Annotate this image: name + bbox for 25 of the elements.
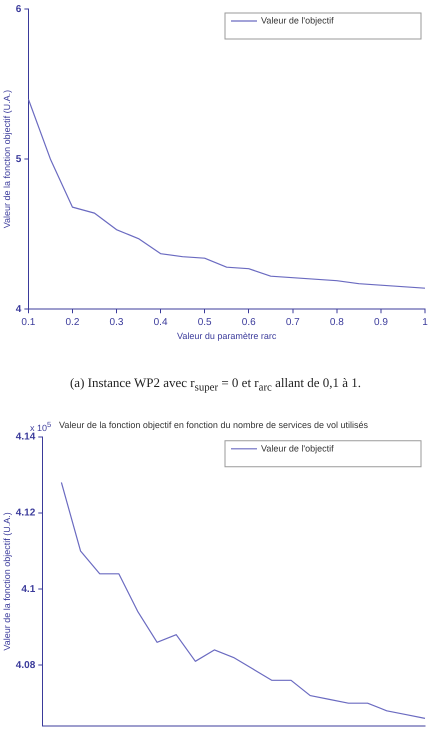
chart-title: Valeur de la fonction objectif en fonction du nombre de services de vol utilisés (58, 420, 368, 430)
x-tick-label: 0.5 (198, 316, 212, 328)
y-tick-label: 4.08 (16, 660, 36, 671)
text: (a) Instance WP2 avec r$_{super}$ = 0 et r$_{arc}$ allant de 0,1 à 1. (68, 375, 362, 394)
y-tick-label: 4 (16, 304, 22, 315)
x-tick-label: 0.4 (154, 316, 168, 328)
x-tick-label: 1 (422, 316, 428, 328)
x-tick-label: 0.7 (286, 316, 300, 328)
y-tick-label: 5 (16, 154, 22, 165)
y-axis-title: Valeur de la fonction objectif (U.A.) (2, 512, 12, 651)
legend-label: Valeur de l'objectif (261, 443, 334, 454)
x-tick-label: 0.6 (242, 316, 256, 328)
y-tick-label: 4.14 (16, 432, 36, 443)
x-tick-label: 0.8 (330, 316, 344, 328)
y-tick-label: 4.1 (21, 584, 36, 595)
y-tick-label: 4.12 (16, 508, 36, 519)
y-tick-label: 6 (16, 4, 22, 15)
x-tick-label: 0.9 (374, 316, 388, 328)
x-tick-label: 0.3 (110, 316, 124, 328)
x-tick-label: 0.2 (65, 316, 80, 328)
text: x 10$^{5}$ (30, 420, 52, 433)
x-axis-title: Valeur du paramètre rarc (176, 331, 277, 342)
y-axis-title: Valeur de la fonction objectif (U.A.) (2, 90, 12, 228)
x-tick-label: 0.1 (21, 316, 36, 328)
legend-label: Valeur de l'objectif (261, 15, 334, 26)
